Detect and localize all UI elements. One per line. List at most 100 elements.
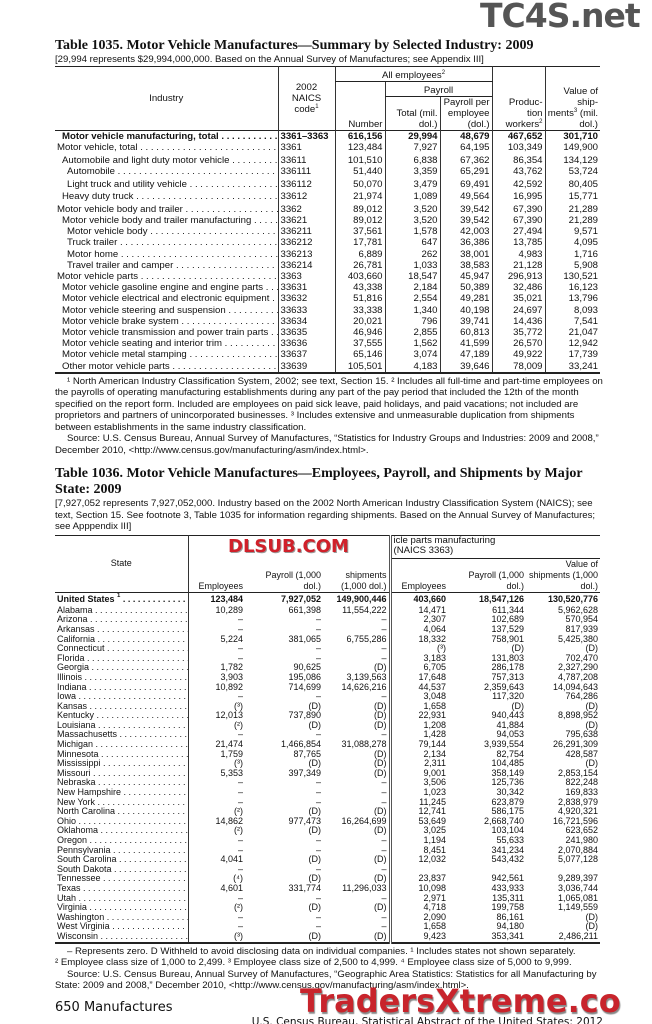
value-cell: 1,782 <box>187 663 245 673</box>
value-cell: 1,466,854 <box>280 740 321 750</box>
value-cell: – <box>381 615 387 625</box>
value-cell: 4,983 <box>491 248 546 260</box>
table-row: Motor vehicle metal stamping3363765,1463… <box>55 349 601 361</box>
value-cell: 55,633 <box>496 836 524 846</box>
value-cell: 60,813 <box>439 326 493 339</box>
value-cell: – <box>381 845 387 855</box>
value-cell: – <box>187 864 245 875</box>
value-cell: 817,939 <box>565 624 599 634</box>
value-cell: 33,338 <box>334 304 385 316</box>
value-cell: (D) <box>308 826 322 836</box>
value-cell: 65,146 <box>334 349 385 361</box>
industry-label: Motor vehicle body <box>55 226 278 237</box>
value-cell: 4,041 <box>187 855 245 865</box>
value-cell: 26,570 <box>491 338 546 350</box>
value-cell: 14,094,643 <box>552 682 599 692</box>
col-state: State <box>110 558 132 569</box>
table-row: Light truck and utility vehicle33611250,… <box>55 177 601 191</box>
value-cell: 14,436 <box>491 315 546 327</box>
state-label: Tennessee <box>55 874 188 884</box>
industry-label: Heavy duty truck <box>55 191 278 202</box>
value-cell: 16,264,699 <box>341 816 387 826</box>
value-cell: 940,443 <box>491 711 524 721</box>
value-cell: 10,098 <box>388 883 448 894</box>
state-label: Arkansas <box>55 625 188 635</box>
value-cell: 50,389 <box>439 282 493 294</box>
naics-code: 33634 <box>277 315 335 327</box>
naics-code: 33637 <box>277 349 335 361</box>
value-cell: 45,947 <box>439 270 493 283</box>
value-cell: 67,362 <box>439 152 493 167</box>
value-cell: 262 <box>384 248 440 260</box>
value-cell: 2,838,979 <box>557 797 599 807</box>
state-label: Massachusetts <box>55 730 188 740</box>
col-number: Number <box>334 81 385 130</box>
industry-label: Light truck and utility vehicle <box>55 177 278 190</box>
value-cell: 18,547,126 <box>478 593 524 604</box>
value-cell: 5,353 <box>187 768 245 779</box>
value-cell: (³) <box>187 701 245 712</box>
value-cell: 30,342 <box>496 788 524 798</box>
value-cell: – <box>381 644 387 654</box>
value-cell: 702,470 <box>565 653 599 663</box>
table-row: South Dakota––– <box>55 864 600 875</box>
table-row: Motor vehicle transmission and power tra… <box>55 326 601 339</box>
col-payroll: Payroll (1,000 dol.) <box>265 569 321 591</box>
value-cell: 397,349 <box>288 768 321 778</box>
value-cell: 21,289 <box>544 214 601 227</box>
value-cell: (D) <box>308 855 322 865</box>
value-cell: 1,033 <box>384 259 440 271</box>
value-cell: (D) <box>374 663 387 673</box>
value-cell: (D) <box>374 931 387 941</box>
industry-label: Motor vehicle, total <box>55 142 278 153</box>
value-cell: (D) <box>511 701 525 711</box>
value-cell: 796 <box>384 315 440 327</box>
value-cell: – <box>187 845 245 856</box>
value-cell: 1,658 <box>388 922 448 932</box>
value-cell: 2,090 <box>388 912 448 923</box>
value-cell: (D) <box>585 644 599 654</box>
value-cell: 977,473 <box>288 816 321 826</box>
value-cell: 69,491 <box>439 177 493 191</box>
table-row: Automobile33611151,4403,35965,29143,7625… <box>55 166 601 178</box>
value-cell: 467,652 <box>491 130 546 142</box>
value-cell: 381,065 <box>288 634 321 644</box>
value-cell: 123,484 <box>334 141 385 153</box>
state-label: Nebraska <box>55 778 188 788</box>
table-row: Motor vehicle manufacturing, total3361–3… <box>55 130 601 142</box>
naics-code: 33636 <box>277 338 335 350</box>
value-cell: 16,123 <box>544 282 601 294</box>
value-cell: – <box>187 836 245 846</box>
value-cell: 31,088,278 <box>341 740 387 750</box>
value-cell: 78,009 <box>491 360 546 373</box>
value-cell: 1,149,559 <box>557 903 599 913</box>
industry-label: Motor vehicle manufacturing, total <box>55 130 278 142</box>
value-cell: 17,739 <box>544 349 601 361</box>
value-cell: 64,195 <box>439 141 493 153</box>
state-label: Wisconsin <box>55 932 188 943</box>
value-cell: 42,003 <box>439 226 493 238</box>
col-group-parts: icle parts manufacturing (NAICS 3363) <box>388 535 601 559</box>
col-industry: Industry <box>149 92 184 104</box>
value-cell: 2,070,884 <box>557 845 599 855</box>
value-cell: 149,900,446 <box>336 593 387 604</box>
state-label: Arizona <box>55 615 188 625</box>
value-cell: 39,741 <box>439 315 493 327</box>
value-cell: 341,234 <box>491 845 524 855</box>
value-cell: 4,601 <box>187 883 245 894</box>
value-cell: 6,838 <box>384 152 440 167</box>
value-cell: 2,855 <box>384 326 440 339</box>
value-cell: 16,995 <box>491 190 546 202</box>
value-cell: (²) <box>187 826 245 837</box>
col-payroll-per-employee: Payroll per employee (dol.) <box>439 96 493 130</box>
state-label: Texas <box>55 884 188 894</box>
value-cell: 611,344 <box>492 605 524 615</box>
table-1035-source: Source: U.S. Census Bureau, Annual Surve… <box>55 433 599 456</box>
